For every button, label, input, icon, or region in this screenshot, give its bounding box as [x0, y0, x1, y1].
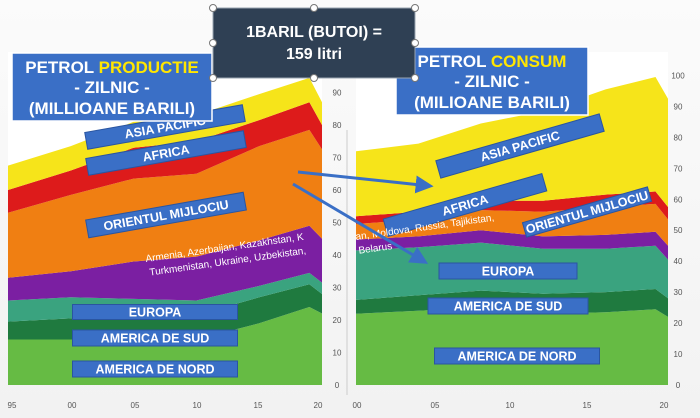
label-europe-consumption-text: EUROPA — [482, 265, 535, 279]
title-line-3: (MILLIOANE BARILI) — [29, 99, 195, 118]
y-tick-label: 0 — [335, 381, 340, 390]
label-europe-consumption: EUROPA — [438, 262, 578, 280]
title-highlight: CONSUM — [491, 52, 567, 71]
y-tick-label: 80 — [674, 133, 683, 142]
title-word: PETROL — [25, 58, 98, 77]
title-consumption-box — [395, 46, 589, 116]
callout-barrel-liters[interactable]: 1BARIL (BUTOI) = 159 litri — [209, 4, 419, 82]
title-word: PETROL — [418, 52, 491, 71]
x-tick-label: 15 — [254, 401, 263, 410]
x-tick-label: 10 — [193, 401, 202, 410]
label-south-america-consumption-box — [427, 297, 589, 315]
label-europe-production: EUROPA — [72, 304, 238, 320]
resize-handle[interactable] — [310, 74, 318, 82]
x-tick-label: 10 — [506, 401, 515, 410]
x-tick-label: 95 — [8, 401, 17, 410]
y-tick-label: 50 — [333, 219, 342, 228]
x-tick-label: 20 — [314, 401, 323, 410]
y-tick-label: 20 — [674, 319, 683, 328]
label-europe-consumption-box — [438, 262, 578, 280]
label-asia-pacific-consumption-box — [435, 113, 605, 179]
y-tick-label: 40 — [333, 251, 342, 260]
label-middle-east-production-box — [85, 191, 247, 239]
label-north-america-production-text: AMERICA DE NORD — [96, 363, 215, 377]
resize-handle[interactable] — [411, 74, 419, 82]
resize-handle[interactable] — [209, 74, 217, 82]
y-tick-label: 60 — [333, 186, 342, 195]
y-tick-label: 40 — [674, 257, 683, 266]
title-production-box — [11, 52, 213, 122]
title-line-2: - ZILNIC - — [454, 72, 530, 91]
callout-line-1: 1BARIL (BUTOI) = — [246, 24, 382, 41]
resize-handle[interactable] — [411, 39, 419, 47]
arrow-to-africa — [297, 170, 434, 194]
label-africa-production-box — [85, 130, 247, 176]
resize-handle[interactable] — [310, 4, 318, 12]
y-tick-label: 90 — [674, 102, 683, 111]
title-line-3: (MILIOANE BARILI) — [414, 93, 570, 112]
y-tick-label: 10 — [333, 349, 342, 358]
y-tick-label: 100 — [671, 71, 685, 80]
y-tick-label: 0 — [676, 381, 681, 390]
label-north-america-consumption: AMERICA DE NORD — [434, 347, 600, 365]
y-tick-label: 60 — [674, 195, 683, 204]
y-tick-label: 10 — [674, 350, 683, 359]
area-south-america — [8, 284, 322, 340]
label-africa-consumption-box — [382, 172, 548, 238]
y-tick-label: 70 — [674, 164, 683, 173]
x-tick-label: 05 — [431, 401, 440, 410]
y-tick-label: 20 — [333, 316, 342, 325]
label-south-america-production-text: AMERICA DE SUD — [101, 332, 210, 346]
title-consumption: PETROL CONSUM- ZILNIC - (MILIOANE BARILI) — [395, 46, 589, 116]
cis-line-2: Belarus — [358, 241, 393, 257]
area-north-america — [356, 307, 668, 385]
label-north-america-consumption-box — [434, 347, 600, 365]
label-north-america-production-box — [72, 360, 238, 378]
resize-handle[interactable] — [209, 39, 217, 47]
title-line-1: PETROL PRODUCTIE — [25, 58, 199, 77]
x-tick-label: 00 — [68, 401, 77, 410]
label-africa-production: AFRICA — [85, 130, 247, 176]
callout-line-2: 159 litri — [286, 46, 342, 63]
label-south-america-consumption: AMERICA DE SUD — [427, 297, 589, 315]
label-middle-east-consumption-box — [521, 186, 653, 238]
y-tick-label: 30 — [333, 284, 342, 293]
y-tick-label: 70 — [333, 154, 342, 163]
area-cis — [356, 230, 668, 260]
area-middle-east — [8, 129, 322, 278]
arrow-to-europe — [292, 182, 429, 264]
resize-handle[interactable] — [411, 4, 419, 12]
x-tick-label: 00 — [353, 401, 362, 410]
area-cis — [8, 225, 322, 301]
title-highlight: PRODUCTIE — [99, 58, 199, 77]
y-tick-label: 90 — [333, 89, 342, 98]
y-tick-label: 80 — [333, 121, 342, 130]
label-europe-production-box — [72, 304, 238, 320]
resize-handle[interactable] — [209, 4, 217, 12]
title-line-2: - ZILNIC - — [74, 78, 150, 97]
x-tick-label: 15 — [583, 401, 592, 410]
title-line-1: PETROL CONSUM — [418, 52, 567, 71]
label-europe-production-text: EUROPA — [129, 306, 182, 320]
title-production: PETROL PRODUCTIE- ZILNIC - (MILLIOANE BAR… — [11, 52, 213, 122]
x-tick-label: 20 — [660, 401, 669, 410]
label-north-america-production: AMERICA DE NORD — [72, 360, 238, 378]
y-tick-label: 50 — [674, 226, 683, 235]
label-south-america-production: AMERICA DE SUD — [72, 329, 238, 347]
y-tick-label: 30 — [674, 288, 683, 297]
x-tick-label: 05 — [131, 401, 140, 410]
label-north-america-consumption-text: AMERICA DE NORD — [458, 350, 577, 364]
label-south-america-consumption-text: AMERICA DE SUD — [454, 300, 563, 314]
callout-box — [212, 7, 416, 79]
label-south-america-production-box — [72, 329, 238, 347]
